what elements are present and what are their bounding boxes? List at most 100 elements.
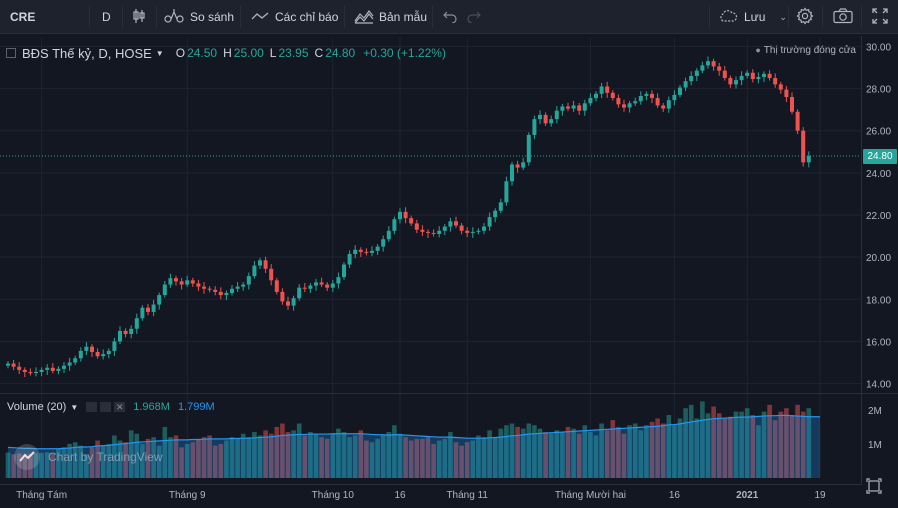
candle-body xyxy=(510,164,514,182)
candle-body xyxy=(459,225,464,231)
volume-bar xyxy=(56,448,61,478)
candle-body xyxy=(157,295,162,305)
volume-bar xyxy=(459,445,464,478)
volume-bar xyxy=(548,433,554,478)
candle-body xyxy=(493,210,498,218)
volume-bar xyxy=(420,438,425,478)
candle-body xyxy=(414,223,419,230)
settings-small-icon[interactable] xyxy=(100,402,112,412)
collapse-legend-icon[interactable] xyxy=(6,48,16,58)
candle-body xyxy=(151,304,156,312)
caret-down-icon[interactable]: ▼ xyxy=(70,402,79,412)
candle-style-button[interactable] xyxy=(131,0,147,34)
candle-body xyxy=(78,350,83,359)
volume-bar xyxy=(778,411,784,478)
volume-bar xyxy=(190,442,196,478)
volume-bar xyxy=(683,408,688,478)
candle-body xyxy=(622,104,626,108)
volume-bar xyxy=(201,437,207,478)
settings-button[interactable] xyxy=(796,0,814,34)
close-icon[interactable]: ✕ xyxy=(114,402,126,412)
volume-bar xyxy=(252,432,257,478)
candle-body xyxy=(683,81,688,88)
candle-body xyxy=(95,351,100,357)
toolbar-divider xyxy=(788,6,789,28)
candle-body xyxy=(134,318,139,329)
low-value: 23.95 xyxy=(278,46,309,60)
candle-body xyxy=(308,285,313,289)
price-tick-label: 20.00 xyxy=(866,253,891,264)
market-status-label: Thị trường đóng cửa xyxy=(763,45,856,56)
candle-body xyxy=(17,366,22,370)
volume-bar xyxy=(375,438,380,478)
volume-bar xyxy=(302,435,308,478)
high-key: H xyxy=(223,46,232,60)
price-tick-label: 26.00 xyxy=(866,127,891,138)
candle-body xyxy=(767,73,772,79)
save-button[interactable]: Lưu ⌄ xyxy=(718,0,787,34)
volume-ma-line xyxy=(7,414,820,450)
toolbar-divider xyxy=(89,6,90,28)
cloud-icon xyxy=(718,9,738,26)
volume-bar xyxy=(599,423,604,478)
volume-bar xyxy=(644,425,649,478)
series-title[interactable]: BĐS Thế kỷ, D, HOSE xyxy=(22,45,152,61)
volume-bar xyxy=(162,426,168,478)
volume-bar xyxy=(425,437,431,478)
fullscreen-button[interactable] xyxy=(872,0,888,34)
volume-bar xyxy=(571,428,576,478)
tradingview-watermark[interactable]: Chart by TradingView xyxy=(14,444,163,470)
candle-body xyxy=(504,181,509,203)
interval-button[interactable]: D xyxy=(102,10,111,24)
candle-body xyxy=(778,84,783,90)
volume-axis-ticks: 1M 2M xyxy=(868,406,882,451)
candle-body xyxy=(409,218,414,224)
templates-button[interactable]: Bản mẫu xyxy=(354,0,427,34)
volume-bar xyxy=(806,408,812,478)
volume-bar xyxy=(280,423,285,478)
candle-body xyxy=(728,78,733,85)
volume-bar xyxy=(588,432,593,478)
volume-bar xyxy=(560,432,565,478)
candle-body xyxy=(140,307,145,319)
redo-button[interactable] xyxy=(467,0,481,34)
candle-body xyxy=(45,367,50,370)
screenshot-tool-icon[interactable] xyxy=(866,478,882,494)
time-tick-label: 16 xyxy=(394,490,406,501)
candle-body xyxy=(431,232,436,234)
volume-bar xyxy=(106,443,112,478)
candle-body xyxy=(426,231,430,233)
candle-body xyxy=(722,70,727,79)
volume-bar xyxy=(117,440,123,478)
candle-body xyxy=(286,301,290,306)
caret-down-icon[interactable]: ▼ xyxy=(155,48,164,58)
volume-bar xyxy=(621,433,627,478)
eye-icon[interactable] xyxy=(86,402,98,412)
volume-bar xyxy=(224,440,229,478)
candle-body xyxy=(672,94,677,101)
snapshot-button[interactable] xyxy=(833,0,853,34)
symbol-search-button[interactable]: CRE xyxy=(10,10,36,24)
volume-bar xyxy=(532,425,537,478)
undo-button[interactable] xyxy=(443,0,457,34)
volume-bar xyxy=(638,430,644,478)
candle-body xyxy=(655,98,660,106)
candle-body xyxy=(224,292,229,296)
volume-bar xyxy=(660,423,666,478)
volume-bar xyxy=(470,440,476,478)
volume-bar xyxy=(291,430,296,478)
candle-body xyxy=(448,221,453,227)
indicators-button[interactable]: Các chỉ báo xyxy=(251,0,338,34)
open-key: O xyxy=(175,46,186,60)
compare-button[interactable]: So sánh xyxy=(164,0,234,34)
candle-body xyxy=(588,98,593,104)
volume-bar xyxy=(789,415,795,478)
candle-body xyxy=(297,287,302,299)
volume-title[interactable]: Volume (20) xyxy=(7,401,67,413)
templates-label: Bản mẫu xyxy=(379,10,428,24)
volume-bar xyxy=(78,445,84,478)
camera-icon xyxy=(833,7,853,27)
templates-icon xyxy=(354,8,374,27)
volume-bar xyxy=(72,442,78,478)
